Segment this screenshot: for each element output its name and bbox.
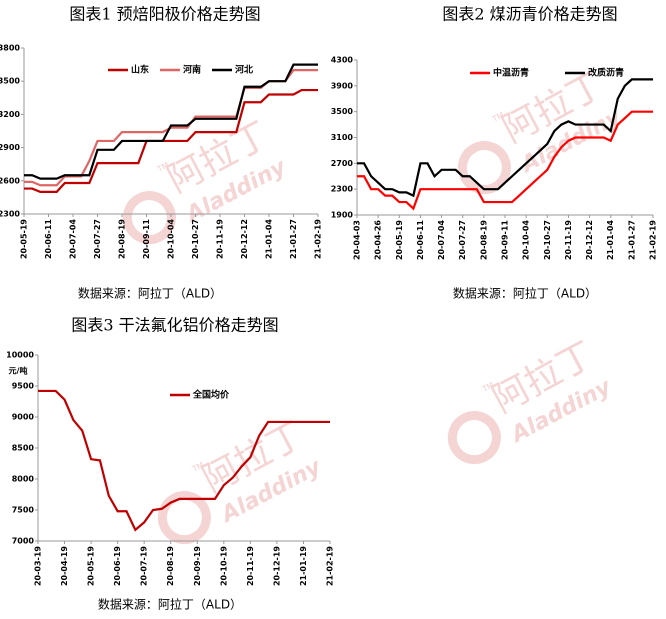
x-tick-label: 20-12-12 [240,219,249,259]
x-tick-label: 20-05-19 [20,219,29,259]
x-tick-label: 21-02-19 [314,219,323,259]
x-tick-label: 20-07-27 [458,220,467,260]
series-line [38,389,330,532]
y-tick-label: 3100 [331,133,354,142]
legend-label: 改质沥青 [588,67,624,79]
y-tick-label: 9500 [12,382,35,391]
y-tick-label: 10000 [6,351,34,360]
y-tick-label: 2300 [331,185,354,194]
y-tick-label: 2700 [331,159,354,168]
x-tick-label: 20-10-27 [543,220,552,260]
x-tick-label: 21-01-27 [289,219,298,259]
x-tick-label: 20-04-26 [374,220,383,260]
x-tick-label: 20-09-11 [142,219,151,259]
source-note: 数据来源：阿拉丁（ALD） [78,286,222,301]
y-tick-label: 2900 [0,143,20,152]
x-tick-label: 20-12-12 [585,220,594,260]
y-unit: 元/吨 [9,366,28,376]
x-tick-label: 20-07-04 [437,220,446,260]
x-tick-label: 20-10-27 [191,219,200,259]
y-tick-label: 2300 [0,210,20,219]
chart-title: 图表2 煤沥青价格走势图 [442,5,617,24]
x-tick-label: 21-01-19 [299,546,308,586]
x-tick-label: 20-09-11 [501,220,510,260]
x-tick-label: 21-02-19 [326,546,335,586]
x-tick-label: 20-04-03 [353,220,362,260]
x-tick-label: 20-11-19 [216,219,225,259]
x-tick-label: 20-05-19 [87,546,96,586]
watermark-logo [122,191,176,245]
x-tick-label: 21-01-04 [606,220,615,260]
y-tick-label: 2600 [0,176,20,185]
x-tick-label: 20-06-11 [44,219,53,259]
chart-title: 图表1 预焙阳极价格走势图 [69,5,260,24]
y-tick-label: 3500 [0,77,20,86]
x-tick-label: 21-01-27 [627,220,636,260]
x-tick-label: 20-07-27 [93,219,102,259]
watermark-logo [447,411,501,465]
y-tick-label: 8000 [12,475,35,484]
source-note: 数据来源：阿拉丁（ALD） [453,286,597,301]
x-tick-label: 20-11-19 [246,546,255,586]
x-tick-label: 20-06-11 [416,220,425,260]
series-line [24,88,318,193]
x-tick-label: 21-02-19 [649,220,658,260]
y-tick-label: 3500 [331,107,354,116]
x-tick-label: 20-06-19 [113,546,122,586]
legend-label: 河北 [235,64,253,76]
legend-label: 河南 [183,64,201,76]
x-tick-label: 20-09-19 [193,546,202,586]
x-tick-label: 20-05-19 [395,220,404,260]
x-tick-label: 20-10-04 [522,220,531,260]
source-note: 数据来源：阿拉丁（ALD） [98,597,242,612]
y-tick-label: 4300 [331,56,354,65]
y-tick-label: 3800 [0,44,20,53]
x-tick-label: 20-03-19 [34,546,43,586]
x-tick-label: 20-10-19 [219,546,228,586]
x-tick-label: 20-07-04 [69,219,78,259]
x-tick-label: 20-08-19 [166,546,175,586]
y-tick-label: 9000 [12,413,35,422]
y-tick-label: 7500 [12,506,35,515]
x-tick-label: 20-08-19 [479,220,488,260]
x-tick-label: 20-07-19 [140,546,149,586]
series-line [357,78,653,198]
watermark-logo [457,141,511,195]
legend-label: 中温沥青 [493,67,529,79]
y-tick-label: 1900 [331,211,354,220]
x-tick-label: 20-12-19 [272,546,281,586]
x-tick-label: 20-04-19 [60,546,69,586]
x-tick-label: 20-10-04 [167,219,176,259]
y-tick-label: 3200 [0,110,20,119]
series-line [24,63,318,180]
y-tick-label: 8500 [12,444,35,453]
series-line [357,110,653,211]
x-tick-label: 20-11-19 [564,220,573,260]
legend-label: 全国均价 [192,389,230,401]
x-tick-label: 20-08-19 [118,219,127,259]
x-tick-label: 21-01-04 [265,219,274,259]
y-tick-label: 7000 [12,537,35,546]
chart-title: 图表3 干法氟化铝价格走势图 [71,316,278,335]
legend-label: 山东 [131,64,149,76]
watermark-logo [157,491,211,545]
y-tick-label: 3900 [331,81,354,90]
